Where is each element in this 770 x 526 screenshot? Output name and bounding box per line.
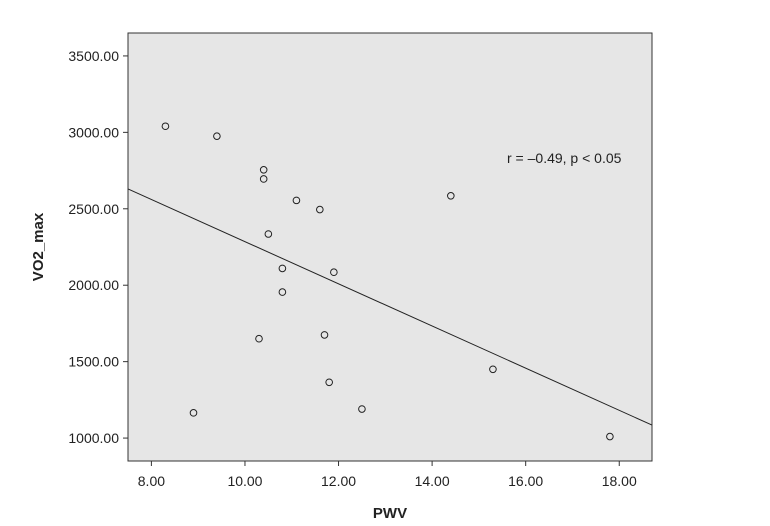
data-point <box>255 334 263 343</box>
y-axis: 1000.00 1500.00 2000.00 2500.00 3000.00 3500.… <box>68 48 128 446</box>
data-point <box>259 166 268 174</box>
x-tick-label: 10.00 <box>227 473 262 489</box>
data-point <box>325 378 333 387</box>
data-point <box>264 230 273 238</box>
data-point <box>358 405 366 413</box>
data-point <box>316 205 324 214</box>
y-tick-label: 1000.00 <box>68 430 119 446</box>
y-tick-label: 3000.00 <box>68 124 119 140</box>
data-point <box>278 288 287 296</box>
data-point <box>447 191 455 200</box>
x-axis: 8.00 10.00 12.00 14.00 16.00 18.00 <box>138 461 637 489</box>
data-points <box>161 122 614 441</box>
data-point <box>330 268 338 277</box>
data-point <box>213 132 221 140</box>
x-tick-label: 12.00 <box>321 473 356 489</box>
data-point <box>259 175 268 183</box>
y-tick-label: 2000.00 <box>68 277 119 293</box>
data-point <box>292 196 301 205</box>
data-point <box>278 264 287 273</box>
x-tick-label: 14.00 <box>415 473 450 489</box>
x-tick-label: 18.00 <box>602 473 637 489</box>
plot-area <box>127 32 653 462</box>
data-point <box>320 331 329 339</box>
correlation-annotation: r = –0.49, p < 0.05 <box>507 150 622 166</box>
y-tick-label: 1500.00 <box>68 354 119 370</box>
regression-line <box>127 188 653 426</box>
y-tick-label: 3500.00 <box>68 48 119 64</box>
data-point <box>606 432 614 441</box>
x-tick-label: 8.00 <box>138 473 165 489</box>
y-tick-label: 2500.00 <box>68 201 119 217</box>
data-point <box>189 409 198 417</box>
x-tick-label: 16.00 <box>508 473 543 489</box>
data-point <box>489 365 497 374</box>
y-axis-title: VO2_max <box>30 212 47 281</box>
x-axis-title: PWV <box>373 505 407 522</box>
data-point <box>161 122 170 131</box>
